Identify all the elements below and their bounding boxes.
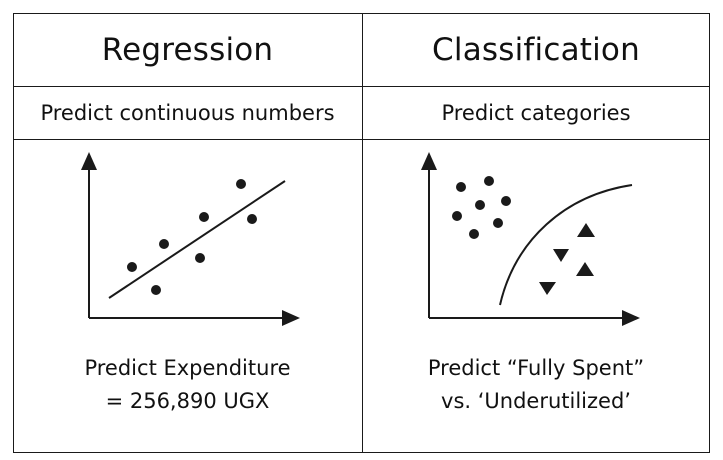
classification-prediction-line2: vs. ‘Underutilized’ xyxy=(441,389,631,413)
class-b-point xyxy=(576,262,594,276)
data-point xyxy=(151,285,161,295)
regression-prediction-line2: = 256,890 UGX xyxy=(105,389,270,413)
data-point xyxy=(195,253,205,263)
regression-subtitle: Predict continuous numbers xyxy=(40,100,335,125)
regression-prediction: Predict Expenditure = 256,890 UGX xyxy=(13,345,362,425)
class-a-point xyxy=(469,229,479,239)
data-point xyxy=(159,239,169,249)
comparison-table xyxy=(13,13,710,453)
regression-prediction-line1: Predict Expenditure xyxy=(84,356,291,380)
class-a-point xyxy=(456,182,466,192)
class-a-point xyxy=(501,196,511,206)
subtitle-row-divider xyxy=(13,139,710,140)
data-point xyxy=(199,212,209,222)
classification-subtitle: Predict categories xyxy=(441,100,631,125)
classification-prediction: Predict “Fully Spent” vs. ‘Underutilized… xyxy=(362,345,710,425)
column-divider xyxy=(362,13,363,453)
regression-title: Regression xyxy=(101,31,274,68)
classification-scatter-icon xyxy=(421,152,640,326)
class-a-point xyxy=(493,218,503,228)
class-a-point xyxy=(475,200,485,210)
classification-title: Classification xyxy=(432,31,640,68)
class-b-point xyxy=(553,249,569,262)
data-point xyxy=(247,214,257,224)
decision-boundary xyxy=(499,184,633,306)
class-b-point xyxy=(539,282,556,295)
data-point xyxy=(127,262,137,272)
class-a-point xyxy=(484,176,494,186)
data-point xyxy=(236,179,246,189)
classification-prediction-line1: Predict “Fully Spent” xyxy=(427,356,645,380)
title-row-divider xyxy=(13,86,710,87)
regression-line xyxy=(108,180,286,299)
regression-scatter-icon xyxy=(81,152,300,326)
class-b-point xyxy=(577,223,595,237)
class-a-point xyxy=(452,211,462,221)
